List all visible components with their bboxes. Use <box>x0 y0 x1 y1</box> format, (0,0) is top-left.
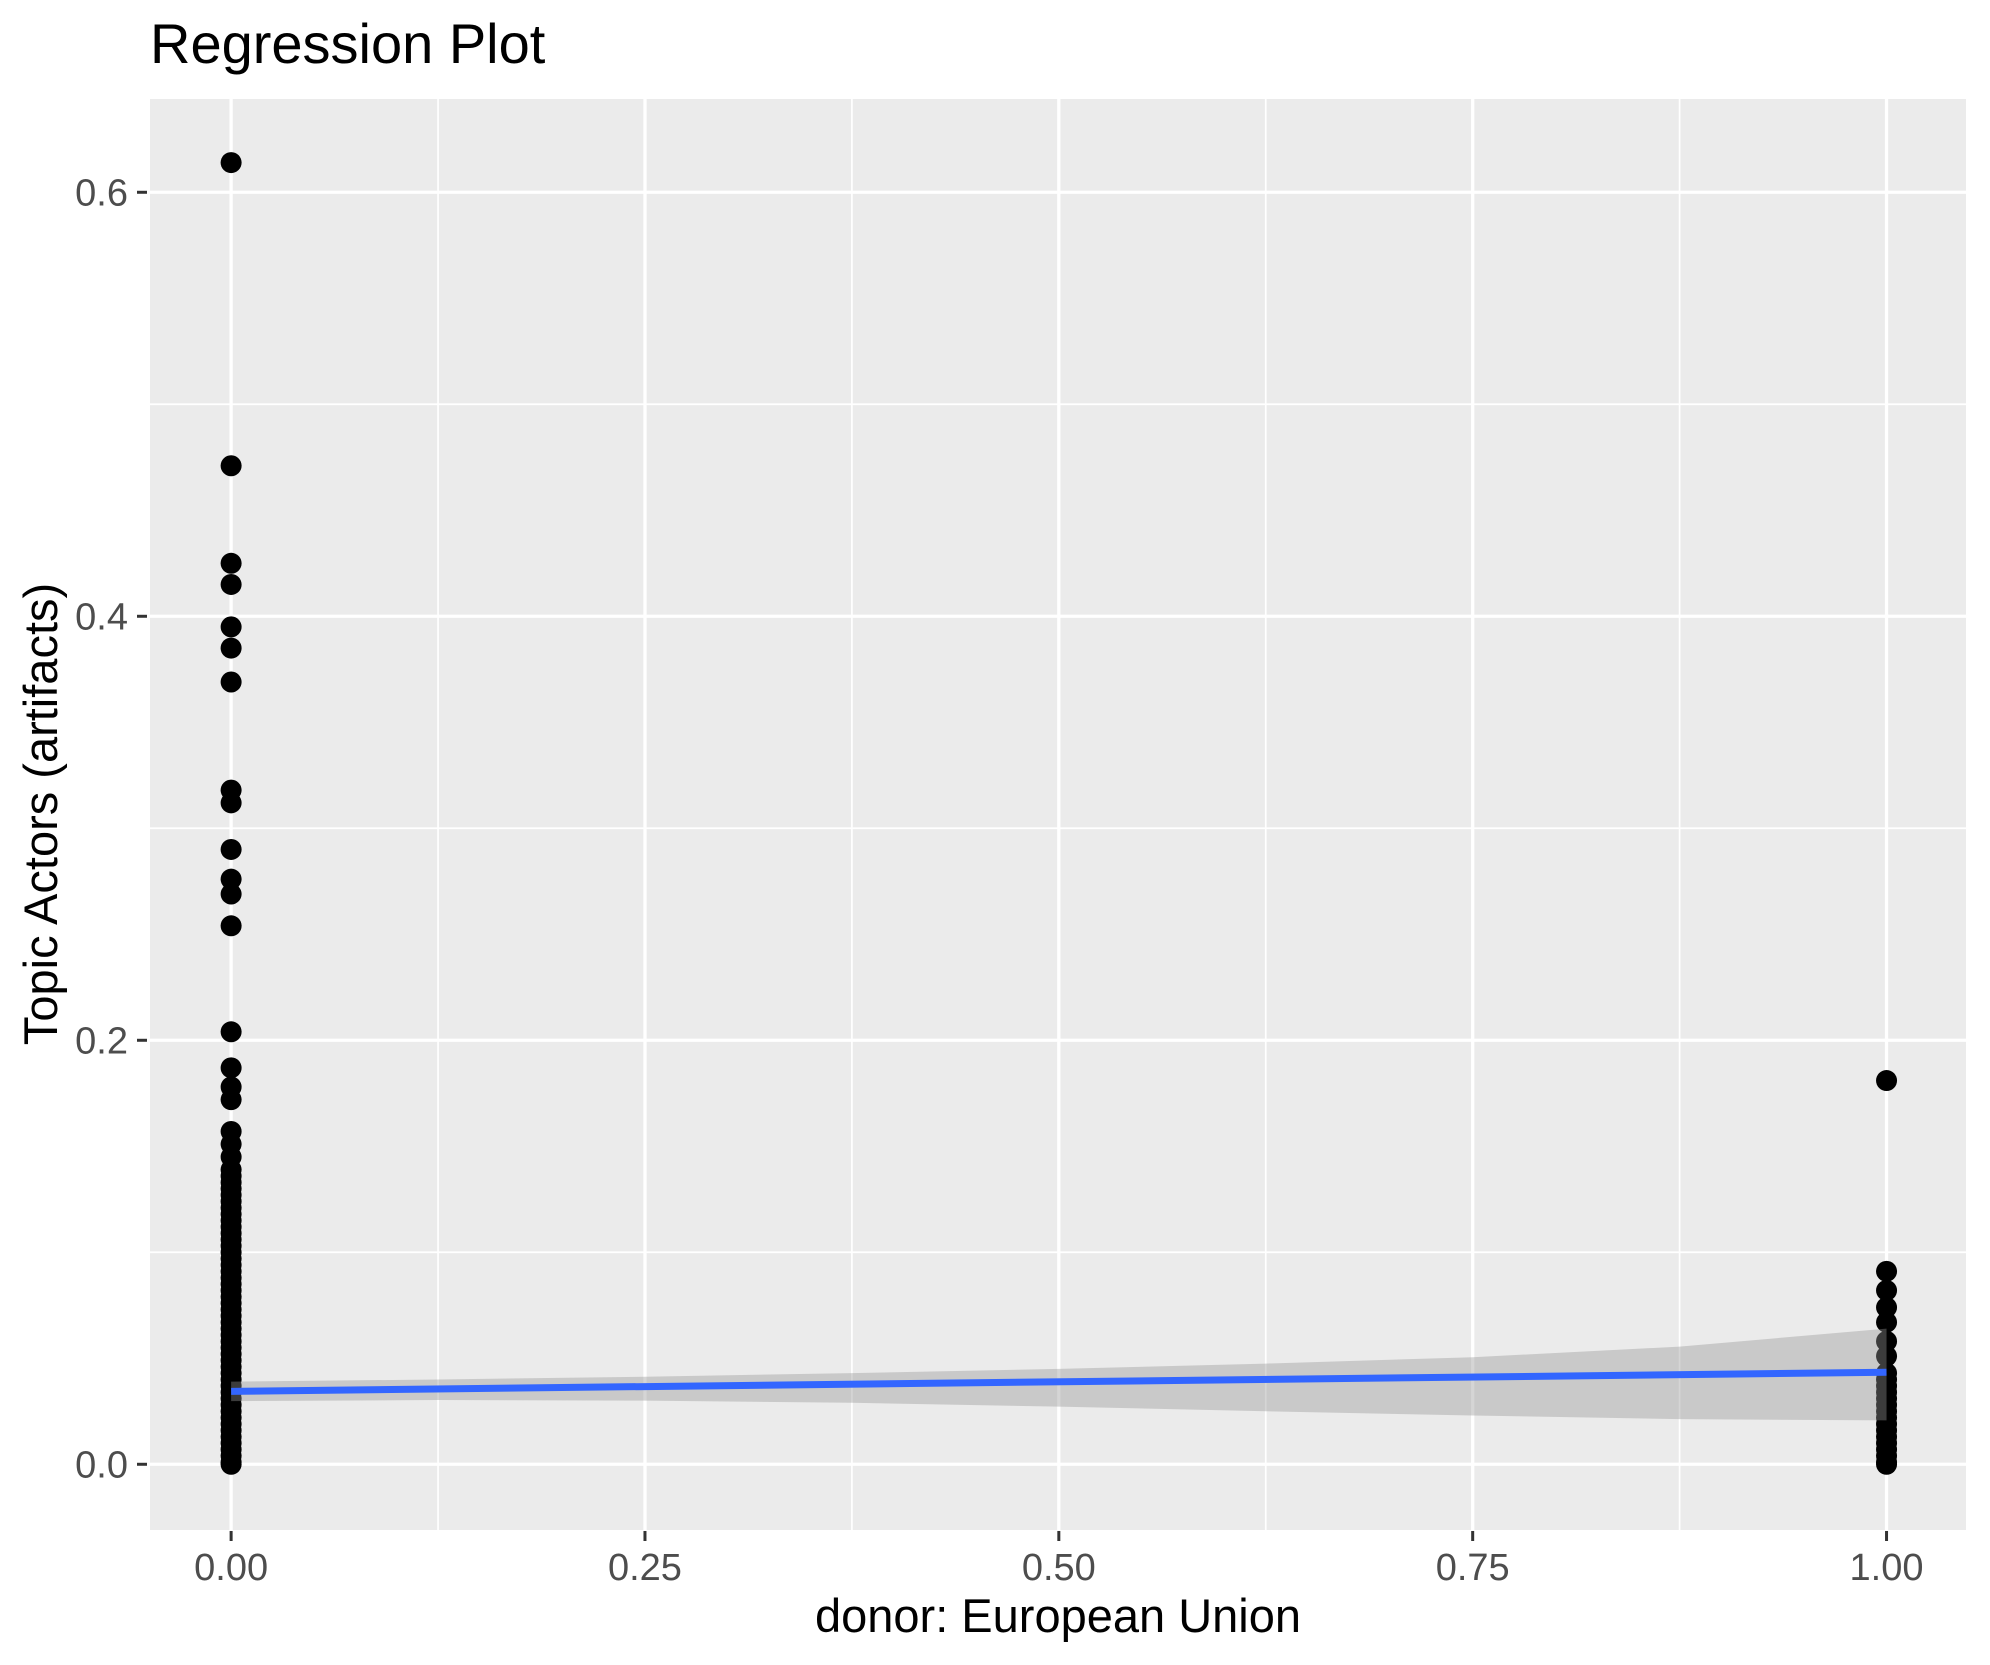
x-tick-label: 0.75 <box>1436 1547 1510 1589</box>
data-point <box>220 792 242 814</box>
axis-ticks-layer: 0.00 0.25 0.50 0.75 1.00 0.0 0.2 0.4 0.6 <box>75 172 1923 1589</box>
data-point <box>220 573 242 595</box>
data-point <box>1876 1311 1898 1333</box>
data-point <box>220 868 242 890</box>
data-point <box>220 915 242 937</box>
x-tick-label: 1.00 <box>1850 1547 1924 1589</box>
data-point <box>220 637 242 659</box>
regression-line-layer <box>231 1368 1887 1395</box>
data-point <box>220 455 242 477</box>
x-axis-title: donor: European Union <box>815 1589 1301 1642</box>
data-point <box>1876 1279 1898 1301</box>
x-tick-label: 0.50 <box>1022 1547 1096 1589</box>
data-point <box>220 152 242 174</box>
data-point <box>1876 1260 1898 1282</box>
data-point <box>1876 1453 1898 1475</box>
data-point <box>1876 1070 1898 1092</box>
x-tick-label: 0.00 <box>194 1547 268 1589</box>
y-axis-title: Topic Actors (artifacts) <box>14 583 67 1045</box>
data-point <box>1876 1296 1898 1318</box>
y-tick-label: 0.0 <box>75 1444 128 1486</box>
data-point <box>220 1453 242 1475</box>
data-point <box>1876 1330 1898 1352</box>
regression-line <box>231 1368 1887 1395</box>
major-gridlines <box>150 99 1966 1530</box>
data-point <box>220 552 242 574</box>
y-tick-label: 0.2 <box>75 1020 128 1062</box>
confidence-band <box>231 1328 1887 1421</box>
y-tick-label: 0.6 <box>75 172 128 214</box>
y-tick-label: 0.4 <box>75 596 128 638</box>
plot-title: Regression Plot <box>150 12 546 75</box>
data-point <box>220 883 242 905</box>
data-point <box>220 1021 242 1043</box>
x-tick-label: 0.25 <box>608 1547 682 1589</box>
data-point <box>220 616 242 638</box>
data-point <box>220 1057 242 1079</box>
data-point <box>220 1089 242 1111</box>
data-point <box>220 838 242 860</box>
scatter-points <box>220 152 1898 1475</box>
data-point <box>1876 1345 1898 1367</box>
confidence-band-layer <box>231 1328 1887 1421</box>
data-point <box>220 671 242 693</box>
